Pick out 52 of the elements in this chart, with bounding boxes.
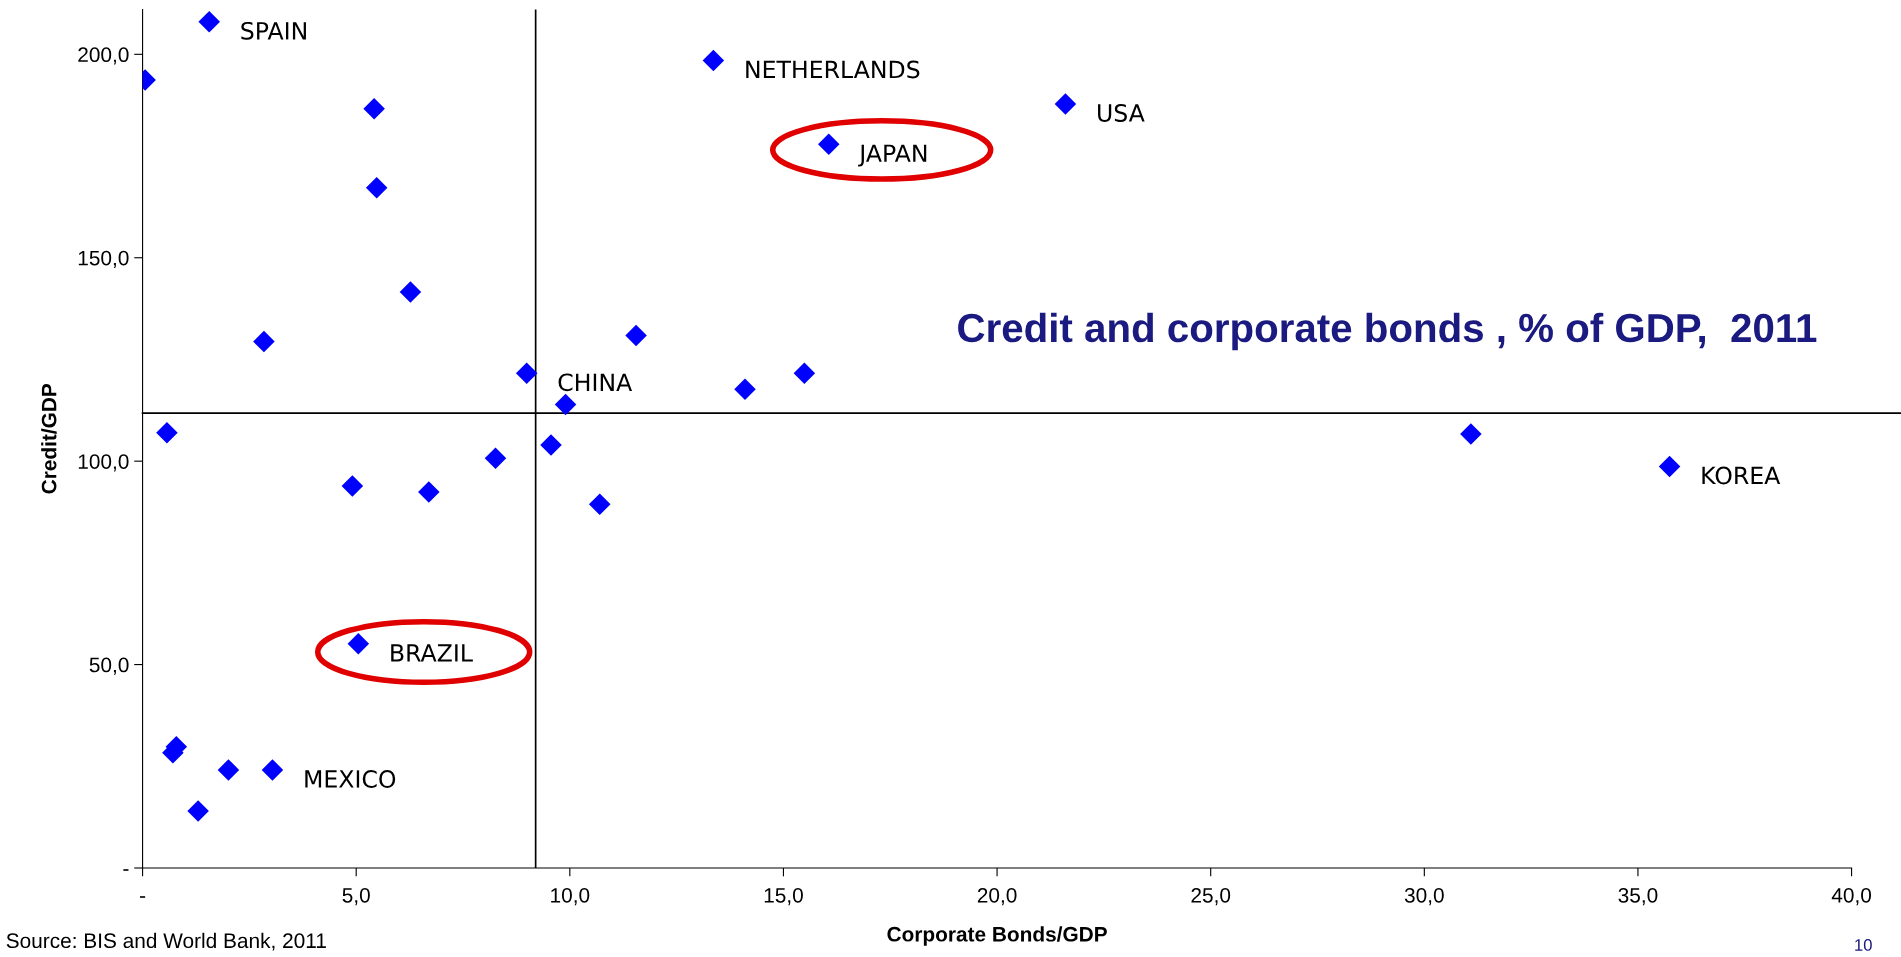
- source-note: Source: BIS and World Bank, 2011: [6, 932, 326, 951]
- point: [540, 434, 562, 456]
- x-tick-label: -: [140, 896, 146, 898]
- annotation: SPAIN: [241, 21, 306, 40]
- x-tick-label: 5,0: [342, 887, 370, 906]
- point: [1460, 423, 1482, 445]
- annotation: MEXICO: [305, 770, 396, 788]
- x-tick-label: 20,0: [977, 887, 1017, 906]
- point: [347, 633, 370, 655]
- y-tick-label: 150,0: [78, 250, 129, 268]
- x-tick-label: 10,0: [551, 887, 590, 906]
- annotation: NETHERLANDS: [746, 60, 920, 79]
- point: [365, 177, 388, 199]
- y-axis-title: Credit/GDP: [41, 383, 57, 494]
- point: [261, 759, 284, 781]
- point: [341, 475, 364, 497]
- point: [418, 481, 440, 503]
- annotation: CHINA: [558, 373, 633, 392]
- annotation: USA: [1098, 104, 1145, 122]
- y-tick-label: 200,0: [78, 47, 129, 65]
- point: [198, 11, 220, 33]
- point: [399, 281, 422, 303]
- point: [1658, 455, 1681, 478]
- x-tick-label: 30,0: [1404, 887, 1444, 906]
- x-tick-label: 25,0: [1191, 887, 1231, 906]
- x-axis-title: Corporate Bonds/GDP: [887, 926, 1107, 946]
- y-tick-label: 50,0: [89, 657, 129, 675]
- point: [702, 49, 725, 72]
- text: 10: [1855, 939, 1872, 951]
- point: [1054, 93, 1077, 115]
- point: [817, 133, 840, 155]
- y-tick-label: -: [123, 869, 129, 871]
- point: [515, 362, 538, 385]
- point: [156, 421, 178, 444]
- x-tick-label: 40,0: [1831, 887, 1872, 906]
- text: Credit and corporate bonds , % of GDP, 2011: [958, 312, 1817, 351]
- point: [217, 759, 240, 781]
- x-tick-label: 15,0: [764, 887, 803, 906]
- x-tick-label: 35,0: [1618, 887, 1658, 906]
- point: [554, 393, 577, 416]
- point: [734, 378, 756, 400]
- point: [588, 493, 611, 516]
- annotation: KOREA: [1702, 466, 1781, 485]
- point: [363, 98, 385, 120]
- point: [793, 362, 816, 385]
- point: [484, 447, 507, 470]
- annotation: BRAZIL: [391, 644, 473, 662]
- y-tick-label: 100,0: [78, 454, 129, 472]
- point: [187, 800, 209, 822]
- annotation: JAPAN: [858, 144, 927, 167]
- point: [253, 330, 275, 353]
- point: [625, 324, 647, 347]
